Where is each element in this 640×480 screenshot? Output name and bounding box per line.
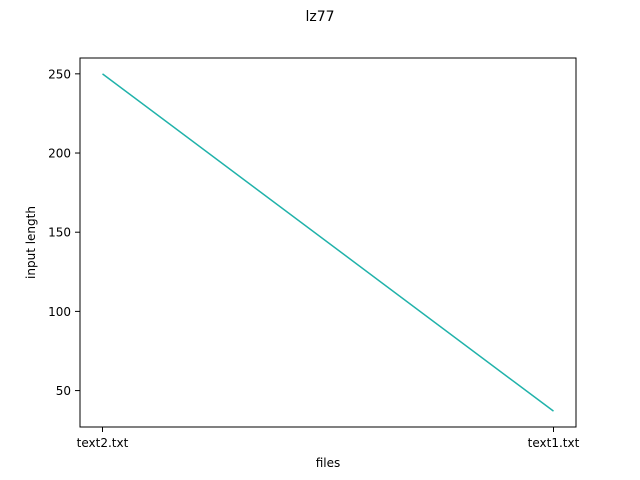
x-tick-label: text1.txt: [528, 436, 580, 450]
x-tick-label: text2.txt: [77, 436, 129, 450]
y-axis-label: input length: [24, 206, 38, 279]
plot-area: [102, 73, 554, 412]
x-axis: text2.txt text1.txt: [77, 427, 580, 450]
axes-frame: [79, 57, 577, 428]
y-axis: 50 100 150 200 250: [48, 67, 80, 398]
y-tick-label: 100: [48, 305, 71, 319]
y-tick-label: 250: [48, 67, 71, 81]
y-tick-label: 50: [56, 384, 71, 398]
y-tick-label: 150: [48, 226, 71, 240]
chart-title: lz77: [305, 9, 334, 25]
x-axis-label: files: [316, 456, 341, 470]
series-line-0: [102, 73, 554, 412]
y-tick-label: 200: [48, 147, 71, 161]
